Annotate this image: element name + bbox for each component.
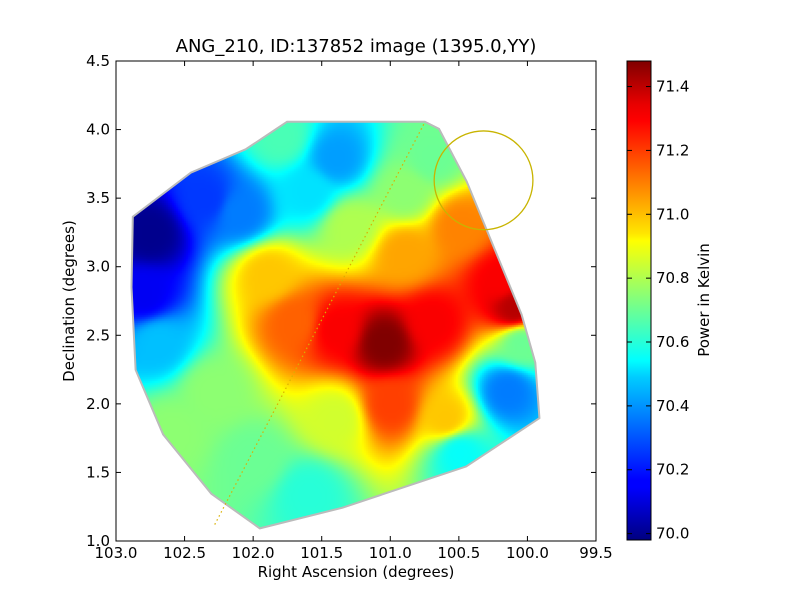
y-tick-label: 2.0 [86, 395, 110, 413]
colorbar-ticks: 70.0 70.2 70.4 70.6 70.8 71.0 71.2 71.4 [627, 78, 689, 543]
x-tick-label: 102.0 [232, 544, 275, 562]
y-tick-label: 2.5 [86, 326, 110, 344]
x-tick-label: 103.0 [95, 544, 138, 562]
colorbar-tick-label: 71.4 [656, 78, 689, 96]
colorbar-tick-label: 70.8 [656, 269, 689, 287]
y-tick-label: 1.0 [86, 532, 110, 550]
chart-title: ANG_210, ID:137852 image (1395.0,YY) [176, 36, 537, 57]
colorbar-tick-label: 70.6 [656, 333, 689, 351]
colorbar-label: Power in Kelvin [695, 243, 713, 357]
y-tick-label: 4.5 [86, 52, 110, 70]
x-tick-label: 102.5 [163, 544, 206, 562]
x-tick-label: 101.0 [369, 544, 412, 562]
colorbar-tick-label: 70.0 [656, 525, 689, 543]
colorbar: 70.0 70.2 70.4 70.6 70.8 71.0 71.2 71.4 Power i… [626, 60, 713, 543]
x-axis-label: Right Ascension (degrees) [258, 563, 455, 581]
x-tick-label: 101.5 [300, 544, 343, 562]
y-tick-label: 3.0 [86, 258, 110, 276]
x-axis-ticks: 103.0 102.5 102.0 101.5 101.0 100.5 100.0 99.5 [95, 61, 613, 562]
x-tick-label: 99.5 [579, 544, 612, 562]
colorbar-tick-label: 71.0 [656, 205, 689, 223]
colorbar-tick-label: 71.2 [656, 141, 689, 159]
heatmap-area [130, 120, 541, 530]
y-axis-ticks: 1.0 1.5 2.0 2.5 3.0 3.5 4.0 4.5 [86, 52, 596, 550]
y-axis-label: Declination (degrees) [60, 220, 78, 382]
circle-marker [433, 130, 534, 231]
colorbar-tick-label: 70.4 [656, 397, 689, 415]
heatmap-image [132, 122, 539, 528]
y-tick-label: 1.5 [86, 463, 110, 481]
x-tick-label: 100.0 [506, 544, 549, 562]
axes-frame [115, 60, 597, 542]
x-tick-label: 100.5 [437, 544, 480, 562]
y-tick-label: 3.5 [86, 189, 110, 207]
colorbar-tick-label: 70.2 [656, 461, 689, 479]
colorbar-gradient [626, 60, 652, 541]
y-tick-label: 4.0 [86, 121, 110, 139]
